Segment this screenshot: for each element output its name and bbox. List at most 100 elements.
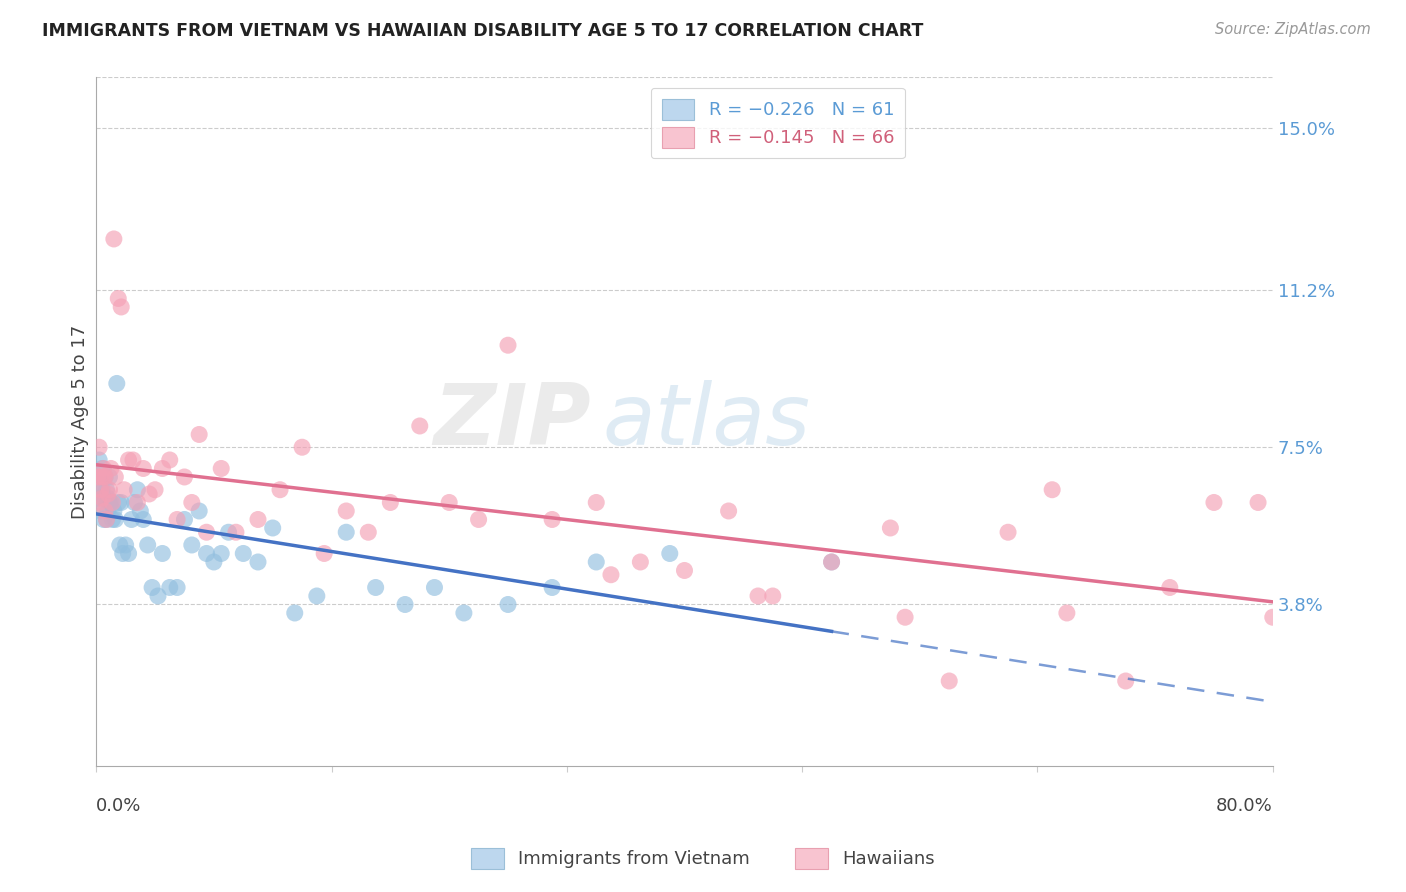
Point: [173, 470, 195, 484]
Point: [98, 470, 121, 484]
Point: [246, 512, 269, 526]
Point: [96, 512, 118, 526]
Text: IMMIGRANTS FROM VIETNAM VS HAWAIIAN DISABILITY AGE 5 TO 17 CORRELATION CHART: IMMIGRANTS FROM VIETNAM VS HAWAIIAN DISA…: [42, 22, 924, 40]
Point: [209, 546, 232, 560]
Point: [97, 491, 120, 506]
Point: [269, 483, 291, 497]
Point: [107, 292, 129, 306]
Y-axis label: Disability Age 5 to 17: Disability Age 5 to 17: [72, 325, 89, 519]
Point: [225, 525, 247, 540]
Point: [173, 512, 195, 526]
Point: [1247, 495, 1270, 509]
Legend: R = −0.226   N = 61, R = −0.145   N = 66: R = −0.226 N = 61, R = −0.145 N = 66: [651, 87, 905, 159]
Point: [232, 546, 254, 560]
Point: [98, 483, 121, 497]
Point: [141, 581, 163, 595]
Point: [96, 512, 118, 526]
Point: [94, 491, 117, 506]
Point: [218, 525, 240, 540]
Point: [86, 491, 108, 506]
Point: [103, 504, 125, 518]
Point: [180, 495, 202, 509]
Point: [94, 470, 117, 484]
Point: [132, 512, 155, 526]
Point: [101, 512, 124, 526]
Point: [90, 470, 112, 484]
Point: [107, 495, 129, 509]
Point: [97, 487, 120, 501]
Point: [166, 581, 188, 595]
Point: [143, 483, 166, 497]
Point: [585, 495, 607, 509]
Point: [195, 546, 218, 560]
Point: [673, 564, 696, 578]
Point: [122, 453, 145, 467]
Point: [423, 581, 446, 595]
Point: [409, 419, 432, 434]
Point: [111, 546, 134, 560]
Point: [879, 521, 901, 535]
Point: [938, 673, 960, 688]
Point: [717, 504, 740, 518]
Point: [94, 504, 117, 518]
Point: [89, 453, 111, 467]
Point: [110, 300, 132, 314]
Point: [124, 495, 146, 509]
Point: [658, 546, 681, 560]
Point: [96, 483, 118, 497]
Point: [628, 555, 651, 569]
Point: [159, 581, 181, 595]
Text: 80.0%: 80.0%: [1216, 797, 1272, 814]
Point: [335, 504, 357, 518]
Point: [1115, 673, 1137, 688]
Point: [364, 581, 387, 595]
Point: [291, 440, 314, 454]
Point: [117, 453, 139, 467]
Point: [89, 495, 111, 509]
Point: [305, 589, 328, 603]
Point: [104, 470, 127, 484]
Point: [314, 546, 336, 560]
Point: [820, 555, 842, 569]
Point: [1261, 610, 1284, 624]
Point: [600, 567, 623, 582]
Point: [380, 495, 402, 509]
Point: [94, 470, 117, 484]
Point: [762, 589, 785, 603]
Point: [129, 504, 152, 518]
Point: [997, 525, 1019, 540]
Point: [121, 512, 143, 526]
Point: [152, 461, 174, 475]
Point: [97, 504, 120, 518]
Text: Source: ZipAtlas.com: Source: ZipAtlas.com: [1215, 22, 1371, 37]
Point: [91, 491, 114, 506]
Point: [132, 461, 155, 475]
Point: [93, 470, 115, 484]
Text: 0.0%: 0.0%: [96, 797, 142, 814]
Point: [100, 495, 122, 509]
Point: [1202, 495, 1225, 509]
Point: [100, 461, 122, 475]
Point: [91, 483, 114, 497]
Point: [114, 538, 136, 552]
Point: [357, 525, 380, 540]
Point: [496, 598, 519, 612]
Point: [202, 555, 225, 569]
Point: [112, 483, 135, 497]
Point: [166, 512, 188, 526]
Point: [747, 589, 769, 603]
Point: [103, 232, 125, 246]
Point: [127, 495, 149, 509]
Point: [86, 470, 108, 484]
Point: [93, 461, 115, 475]
Text: atlas: atlas: [602, 380, 810, 463]
Point: [894, 610, 917, 624]
Point: [110, 495, 132, 509]
Point: [541, 581, 564, 595]
Point: [209, 461, 232, 475]
Point: [188, 427, 211, 442]
Point: [104, 512, 127, 526]
Point: [437, 495, 460, 509]
Point: [91, 461, 114, 475]
Legend: Immigrants from Vietnam, Hawaiians: Immigrants from Vietnam, Hawaiians: [464, 840, 942, 876]
